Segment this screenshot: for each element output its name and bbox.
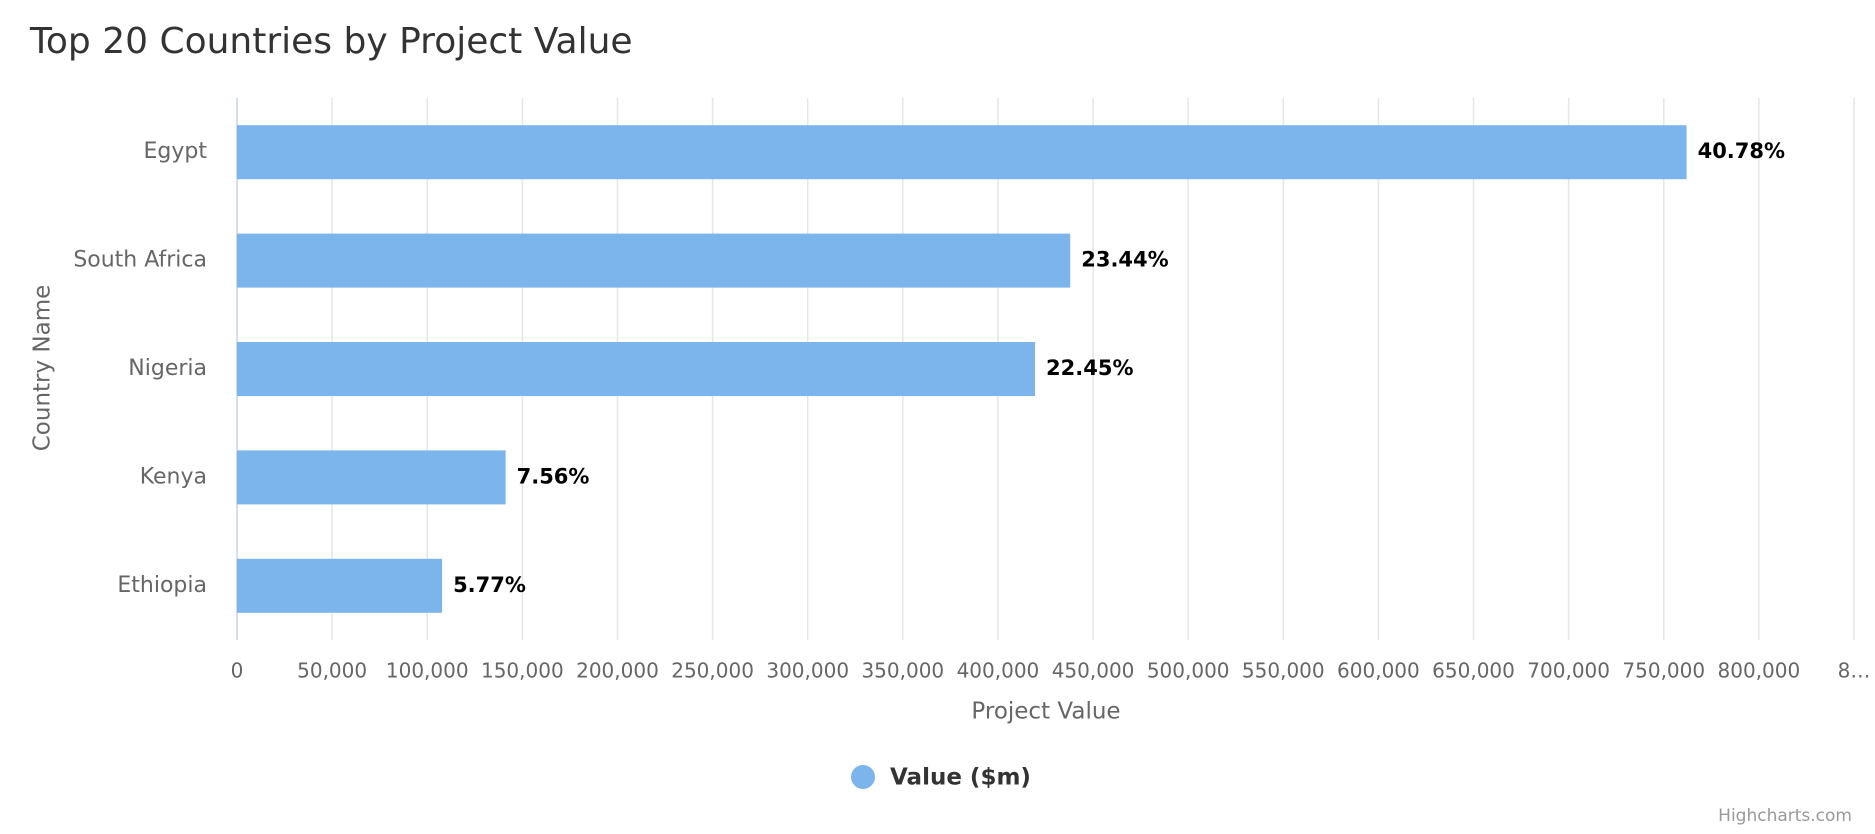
x-axis-title: Project Value (971, 699, 1120, 725)
x-tick-label: 8… (1838, 659, 1871, 683)
x-tick-label: 700,000 (1527, 659, 1610, 683)
x-tick-label: 600,000 (1337, 659, 1420, 683)
x-tick-label: 0 (231, 659, 244, 683)
credits[interactable]: Highcharts.com (1718, 806, 1852, 826)
y-tick-label: Kenya (140, 464, 207, 489)
data-label: 5.77% (453, 573, 526, 597)
x-tick-label: 150,000 (481, 659, 564, 683)
y-tick-label: South Africa (73, 248, 207, 273)
bar (237, 342, 1036, 396)
bar (237, 233, 1071, 288)
bar (237, 450, 506, 505)
y-tick-label: Egypt (144, 139, 208, 164)
x-tick-label: 50,000 (297, 659, 367, 683)
bar (237, 125, 1687, 180)
legend-symbol[interactable] (851, 765, 875, 789)
x-tick-label: 450,000 (1052, 659, 1135, 683)
x-tick-label: 800,000 (1718, 659, 1801, 683)
x-tick-label: 550,000 (1242, 659, 1325, 683)
y-tick-label: Ethiopia (117, 573, 207, 598)
x-tick-label: 200,000 (576, 659, 659, 683)
data-label: 40.78% (1698, 139, 1785, 163)
x-tick-label: 400,000 (957, 659, 1040, 683)
x-tick-label: 500,000 (1147, 659, 1230, 683)
data-label: 7.56% (517, 464, 590, 488)
x-tick-label: 300,000 (766, 659, 849, 683)
x-tick-label: 100,000 (386, 659, 469, 683)
data-label: 22.45% (1046, 356, 1133, 380)
data-label: 23.44% (1081, 248, 1168, 272)
x-tick-label: 350,000 (861, 659, 944, 683)
chart-title: Top 20 Countries by Project Value (29, 21, 633, 62)
y-axis-title: Country Name (30, 285, 56, 452)
bar (237, 558, 443, 613)
legend-label[interactable]: Value ($m) (890, 765, 1031, 791)
x-tick-label: 650,000 (1432, 659, 1515, 683)
x-tick-label: 750,000 (1622, 659, 1705, 683)
y-tick-label: Nigeria (128, 356, 207, 381)
x-tick-label: 250,000 (671, 659, 754, 683)
